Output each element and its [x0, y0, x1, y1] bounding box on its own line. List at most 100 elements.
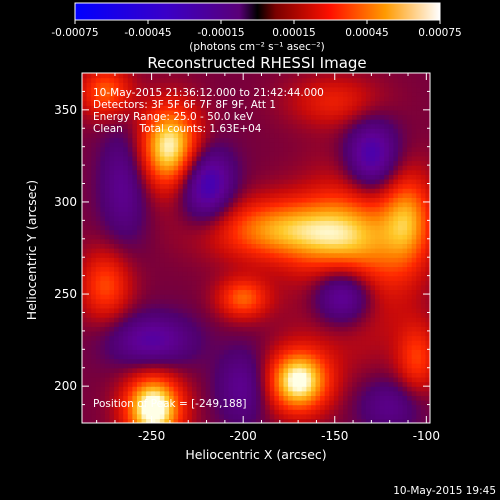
heatmap-cell [228, 201, 234, 208]
heatmap-cell [402, 381, 408, 387]
heatmap-cell [187, 119, 193, 125]
heatmap-cell [256, 146, 262, 152]
heatmap-cell [155, 252, 161, 258]
heatmap-cell [352, 243, 358, 249]
heatmap-cell [91, 119, 97, 125]
heatmap-cell [324, 123, 330, 129]
heatmap-cell [100, 386, 106, 392]
heatmap-cell [214, 409, 220, 415]
heatmap-cell [288, 298, 294, 304]
heatmap-cell [274, 206, 280, 212]
heatmap-cell [306, 220, 312, 226]
heatmap-cell [95, 413, 101, 419]
heatmap-cell [292, 271, 298, 277]
heatmap-cell [155, 169, 161, 175]
heatmap-cell [132, 335, 138, 341]
heatmap-cell [242, 303, 248, 309]
heatmap-cell [155, 317, 161, 323]
heatmap-cell [201, 252, 207, 258]
heatmap-cell [260, 165, 266, 171]
heatmap-cell [155, 160, 161, 166]
heatmap-cell [388, 192, 394, 198]
heatmap-cell [196, 317, 202, 323]
heatmap-cell [86, 243, 92, 249]
heatmap-cell [301, 155, 307, 162]
heatmap-cell [114, 335, 120, 341]
heatmap-cell [411, 206, 417, 212]
heatmap-cell [233, 160, 239, 166]
heatmap-cell [91, 399, 97, 406]
heatmap-cell [114, 137, 120, 143]
heatmap-cell [210, 169, 216, 175]
heatmap-cell [306, 257, 312, 263]
heatmap-cell [379, 151, 385, 157]
heatmap-cell [269, 178, 275, 185]
heatmap-cell [219, 321, 225, 327]
heatmap-cell [260, 201, 266, 208]
heatmap-cell [411, 413, 417, 419]
heatmap-cell [407, 386, 413, 392]
heatmap-cell [169, 409, 175, 415]
heatmap-cell [329, 358, 335, 364]
heatmap-cell [320, 261, 326, 268]
heatmap-cell [242, 248, 248, 254]
heatmap-cell [191, 266, 198, 272]
heatmap-cell [219, 363, 225, 369]
heatmap-cell [95, 330, 101, 337]
heatmap-cell [91, 317, 97, 323]
heatmap-cell [343, 266, 349, 272]
heatmap-cell [329, 183, 335, 189]
heatmap-cell [109, 215, 115, 221]
heatmap-cell [384, 165, 390, 171]
heatmap-cell [123, 372, 129, 378]
heatmap-cell [251, 271, 257, 277]
heatmap-cell [141, 307, 147, 314]
heatmap-cell [109, 399, 115, 406]
heatmap-cell [320, 395, 326, 401]
heatmap-cell [141, 151, 147, 157]
heatmap-cell [91, 224, 97, 231]
heatmap-cell [109, 206, 115, 212]
heatmap-cell [86, 128, 92, 134]
heatmap-cell [159, 234, 166, 240]
heatmap-cell [384, 234, 390, 240]
heatmap-cell [343, 317, 349, 323]
heatmap-cell [347, 289, 353, 295]
heatmap-cell [237, 376, 243, 383]
heatmap-cell [356, 298, 362, 304]
heatmap-cell [315, 137, 321, 143]
heatmap-cell [173, 211, 179, 217]
heatmap-cell [214, 317, 220, 323]
heatmap-cell [347, 151, 353, 157]
heatmap-cell [159, 206, 166, 212]
heatmap-cell [196, 132, 202, 139]
heatmap-cell [388, 160, 394, 166]
heatmap-cell [104, 224, 111, 231]
heatmap-cell [283, 160, 289, 166]
heatmap-cell [425, 340, 430, 346]
heatmap-cell [182, 372, 188, 378]
heatmap-cell [219, 234, 225, 240]
heatmap-cell [214, 234, 220, 240]
heatmap-cell [173, 317, 179, 323]
heatmap-cell [233, 224, 239, 231]
heatmap-cell [356, 399, 362, 406]
heatmap-cell [205, 188, 211, 194]
heatmap-cell [118, 146, 124, 152]
heatmap-cell [347, 294, 353, 300]
heatmap-cell [82, 358, 88, 364]
heatmap-cell [306, 211, 312, 217]
heatmap-cell [123, 367, 129, 373]
heatmap-cell [191, 197, 198, 203]
heatmap-cell [196, 128, 202, 134]
heatmap-cell [210, 257, 216, 263]
heatmap-cell [361, 151, 367, 157]
heatmap-cell [297, 169, 303, 175]
heatmap-cell [420, 335, 427, 341]
heatmap-cell [333, 349, 340, 355]
heatmap-cell [365, 151, 372, 157]
heatmap-cell [182, 128, 188, 134]
heatmap-cell [361, 307, 367, 314]
heatmap-cell [251, 280, 257, 286]
heatmap-cell [246, 229, 253, 235]
